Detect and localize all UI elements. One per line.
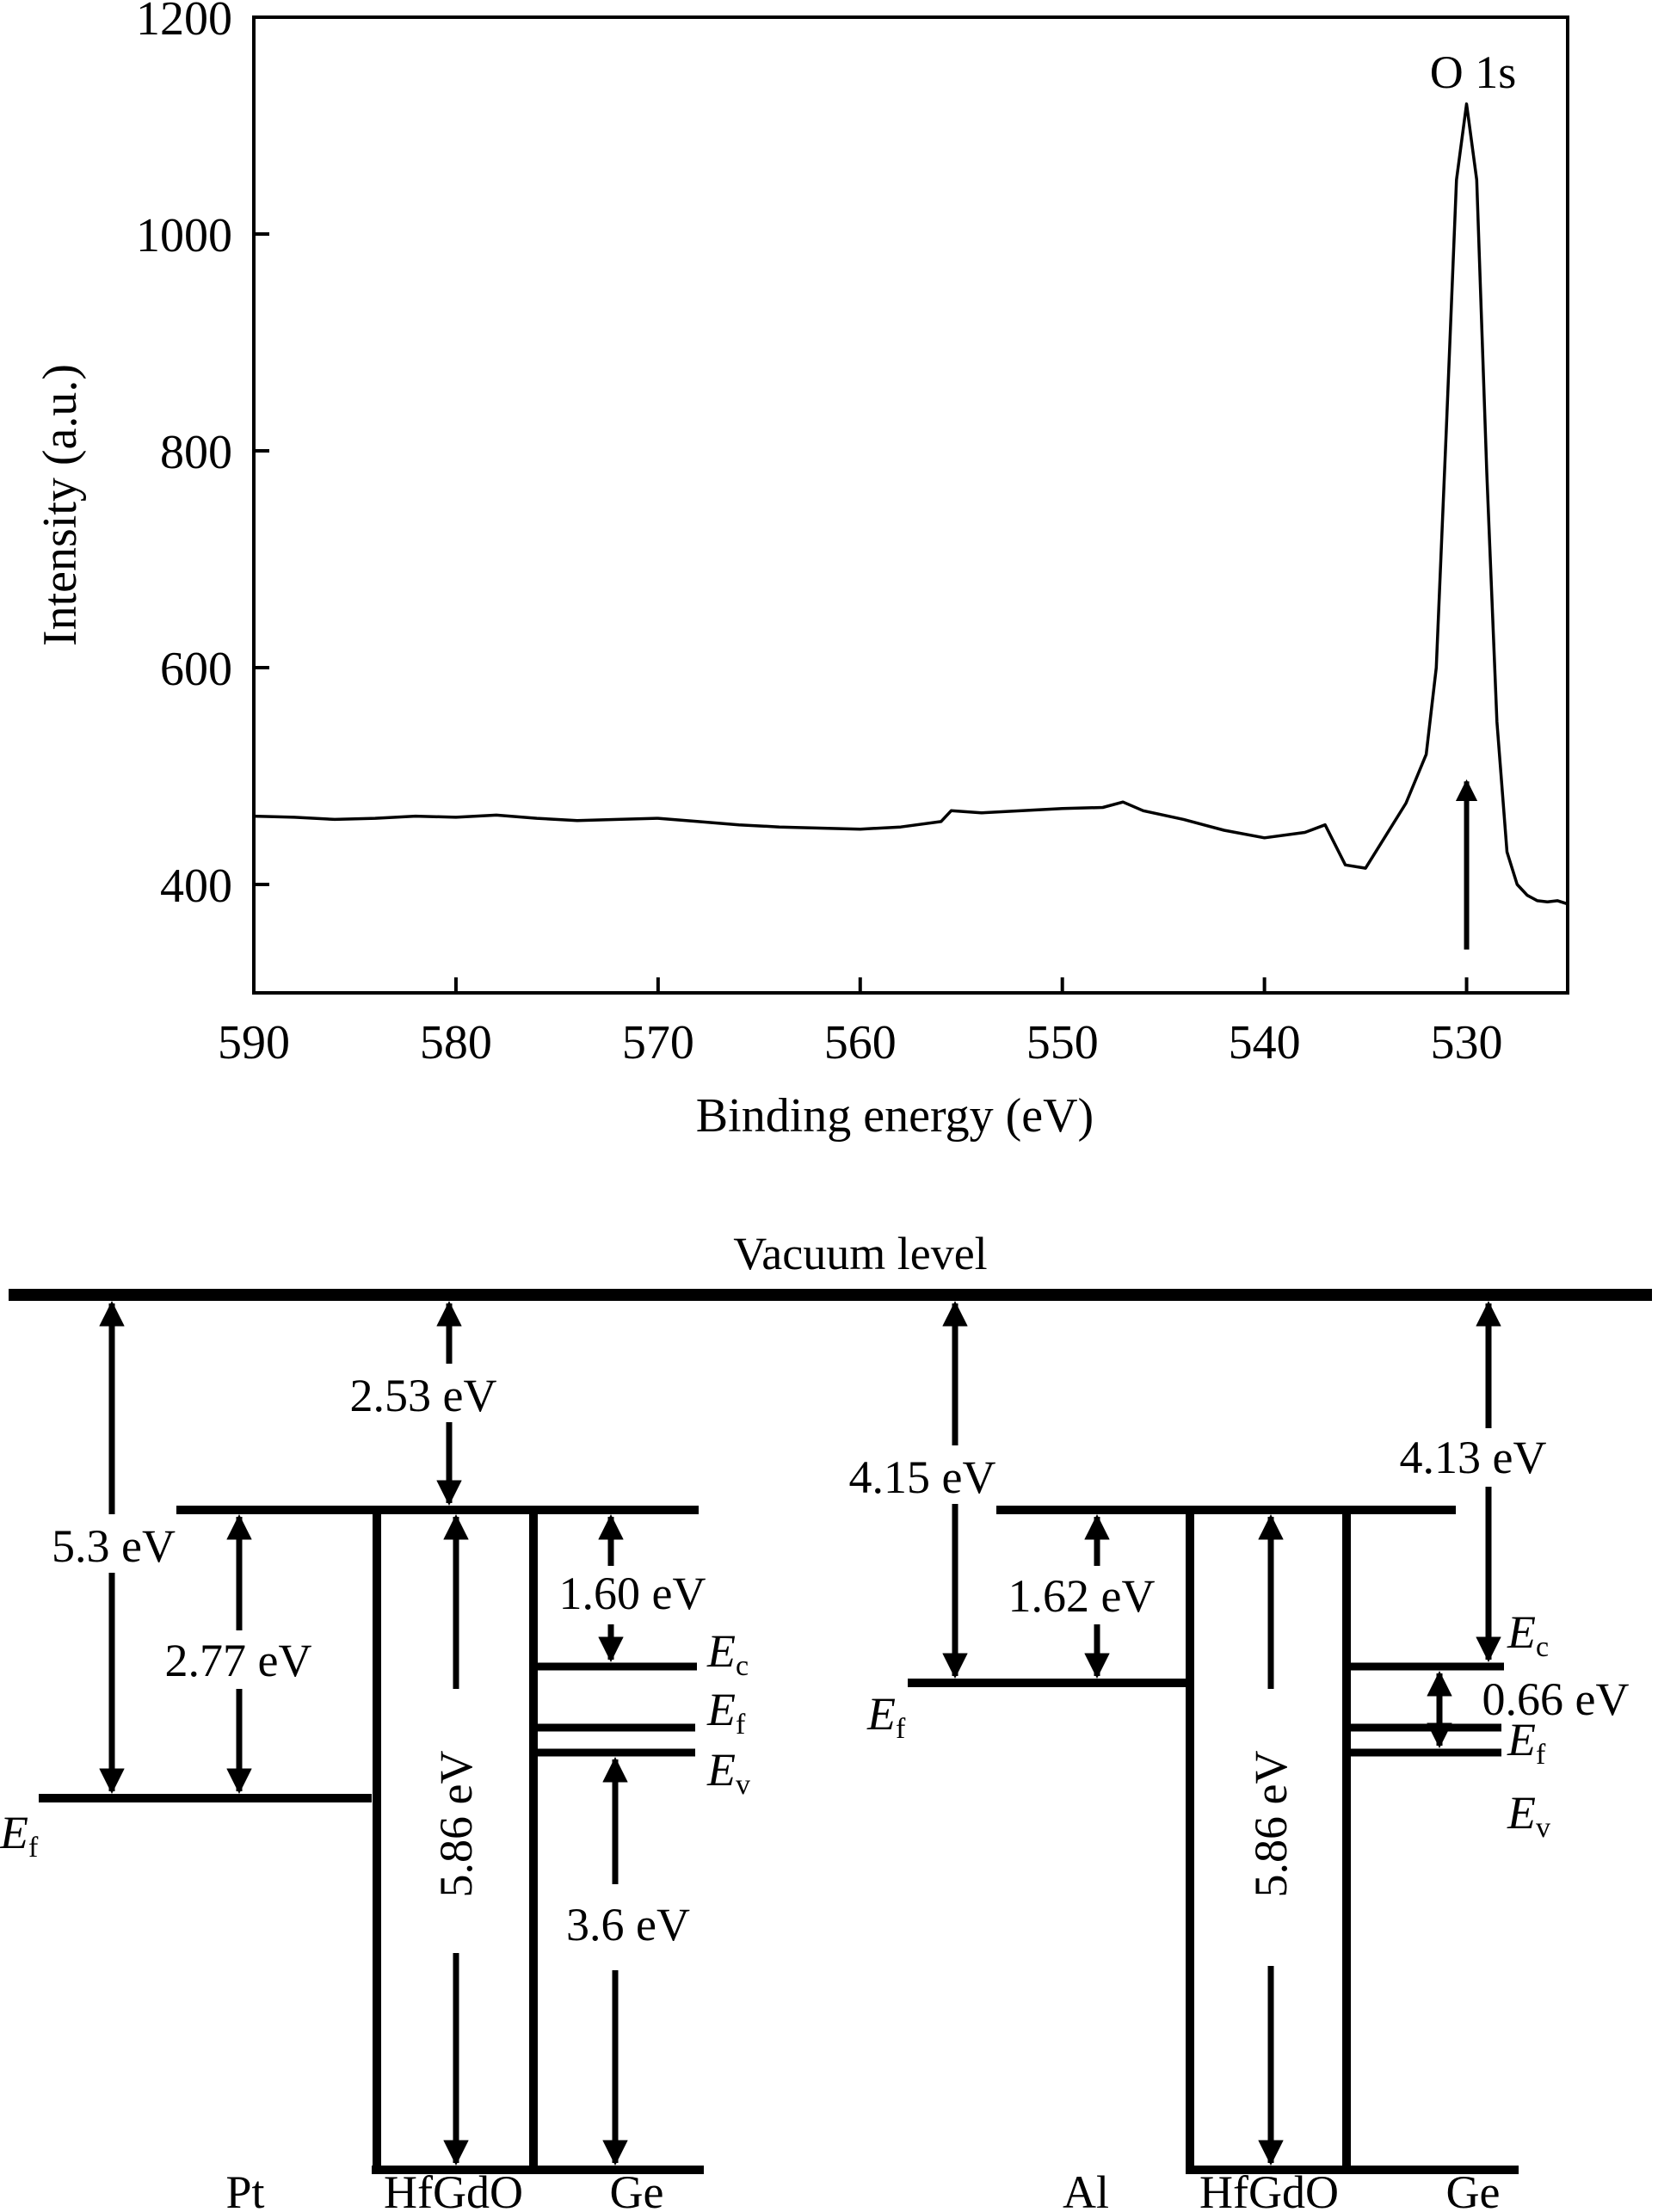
value-1.60-ev: 1.60 eV [559,1568,706,1619]
value-5.3-ev: 5.3 eV [52,1520,176,1572]
level-ec-pt: Ec [706,1625,749,1682]
value-0.66-ev: 0.66 eV [1482,1673,1630,1725]
series-line-group [253,102,1569,906]
level-metal-ef-al: Ef [866,1688,906,1745]
x-tick-label: 580 [420,1016,492,1069]
peak-label: O 1s [1430,46,1517,98]
band-diagram-labels: Vacuum level 5.3 eV 2.53 eV 2.77 eV 1.60… [0,1228,1629,2212]
y-tick-label: 800 [160,426,232,479]
value-4.13-ev: 4.13 eV [1400,1432,1547,1483]
level-ev-al: Ev [1507,1787,1550,1844]
material-al: Al [1063,2166,1109,2212]
value-2.77-ev: 2.77 eV [165,1635,312,1686]
y-axis-label: Intensity (a.u.) [34,364,87,646]
value-5.86-ev-pt: 5.86 eV [430,1751,482,1898]
y-axis-ticks: 400 600 800 1000 1200 [136,0,269,913]
level-ev-pt: Ev [706,1744,750,1801]
level-ef-al: Ef [1507,1714,1546,1771]
x-tick-label: 540 [1229,1016,1301,1069]
material-ge-2: Ge [1446,2166,1501,2212]
series-line [253,102,1569,906]
x-tick-label: 550 [1026,1016,1099,1069]
x-axis-label: Binding energy (eV) [696,1089,1094,1143]
material-pt: Pt [225,2166,264,2212]
y-tick-label: 1000 [136,209,232,262]
value-1.62-ev: 1.62 eV [1008,1570,1156,1622]
level-ec-al: Ec [1507,1606,1549,1663]
material-hfgdo-2: HfGdO [1199,2166,1339,2212]
material-ge-1: Ge [610,2166,664,2212]
x-tick-label: 570 [622,1016,694,1069]
level-ef-pt: Ef [706,1684,746,1741]
x-tick-label: 530 [1431,1016,1503,1069]
value-2.53-ev: 2.53 eV [350,1370,497,1421]
plot-frame [252,15,1569,995]
y-tick-label: 1200 [136,0,232,46]
x-tick-label: 590 [218,1016,290,1069]
material-hfgdo-1: HfGdO [384,2166,523,2212]
level-metal-ef-pt: Ef [0,1807,39,1864]
value-3.6-ev: 3.6 eV [566,1899,690,1950]
x-axis-ticks: 590 580 570 560 550 540 530 [218,977,1503,1069]
y-tick-label: 600 [160,643,232,696]
value-5.86-ev-al: 5.86 eV [1245,1751,1297,1898]
band-diagram [9,1289,1652,2174]
panel-al [908,1301,1519,2174]
value-4.15-ev: 4.15 eV [849,1451,996,1503]
xps-chart: 590 580 570 560 550 540 530 40060080010001200 … [34,0,1569,1143]
panel-pt [39,1301,704,2174]
x-tick-label: 560 [824,1016,897,1069]
vacuum-level-label: Vacuum level [733,1228,987,1279]
y-tick-label: 400 [160,860,232,913]
peak-annotation: O 1s [1430,46,1517,950]
